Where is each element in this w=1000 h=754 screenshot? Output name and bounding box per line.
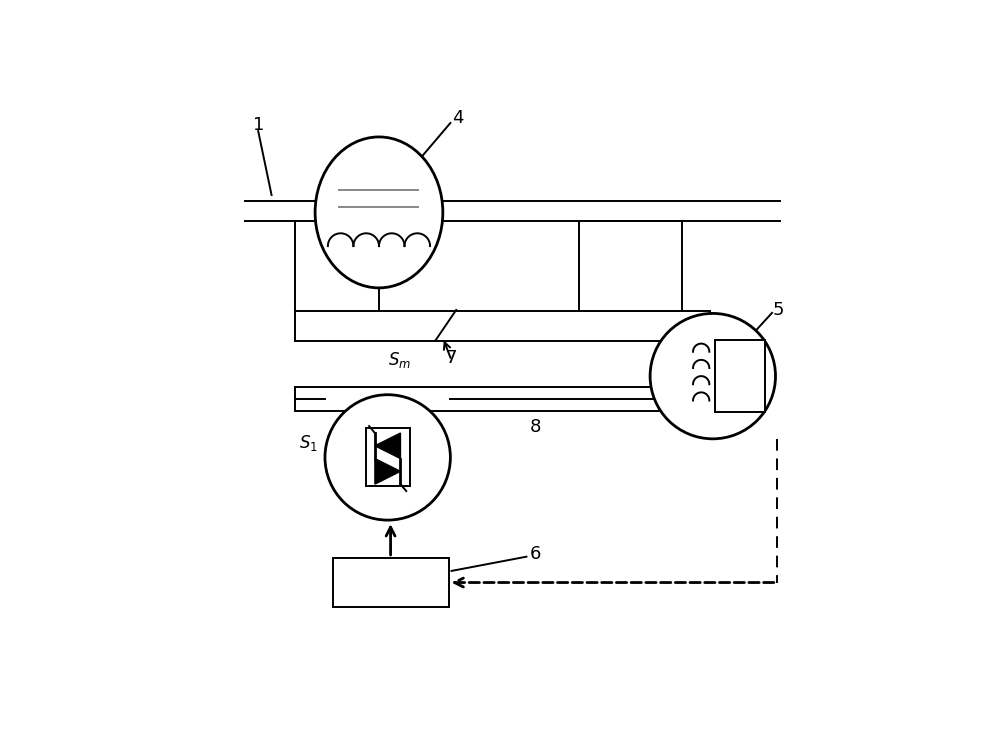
Text: 5: 5	[773, 301, 784, 319]
Text: 7: 7	[446, 348, 457, 366]
Bar	[333, 558, 449, 607]
Polygon shape	[375, 433, 400, 458]
Text: 6: 6	[530, 545, 541, 562]
Text: 1: 1	[253, 116, 264, 134]
Bar	[295, 311, 710, 342]
Bar	[295, 387, 710, 411]
Bar	[715, 340, 765, 412]
Bar	[579, 221, 682, 311]
Polygon shape	[375, 458, 400, 484]
Circle shape	[325, 394, 450, 520]
Ellipse shape	[315, 137, 443, 288]
Text: 8: 8	[530, 418, 541, 437]
Text: $S_1$: $S_1$	[299, 433, 318, 453]
Circle shape	[650, 314, 776, 439]
Text: 4: 4	[452, 109, 463, 127]
Text: $S_m$: $S_m$	[388, 350, 411, 370]
Bar	[366, 428, 410, 486]
